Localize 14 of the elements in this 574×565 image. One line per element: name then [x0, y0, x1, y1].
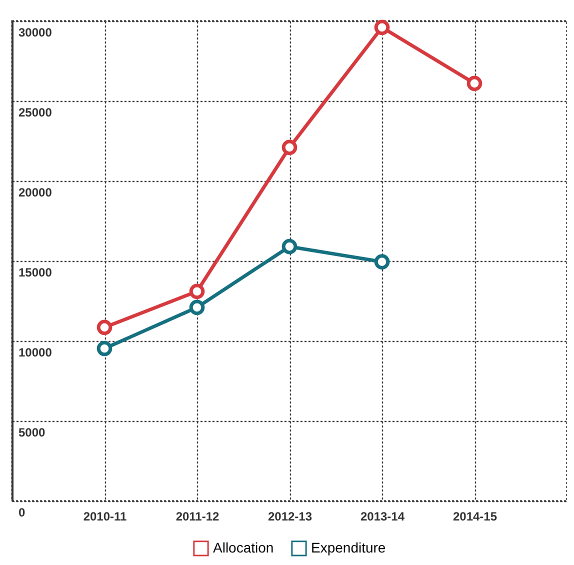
y-tick-label: 10000: [18, 346, 52, 360]
y-tick-label: 30000: [18, 26, 52, 40]
legend-label: Expenditure: [311, 539, 386, 556]
y-tick-label: 20000: [18, 186, 52, 200]
x-tick-label: 2010-11: [83, 510, 128, 524]
legend-label: Allocation: [213, 539, 274, 556]
y-tick-label: 15000: [18, 266, 52, 280]
x-tick-label: 2013-14: [360, 510, 405, 524]
y-tick-label: 25000: [18, 106, 52, 120]
x-tick-label: 2011-12: [176, 510, 220, 524]
x-tick-label: 2014-15: [452, 510, 498, 524]
x-tick-label: 2012-13: [268, 510, 312, 524]
y-tick-label: 0: [18, 506, 26, 520]
y-tick-label: 5000: [18, 426, 46, 440]
